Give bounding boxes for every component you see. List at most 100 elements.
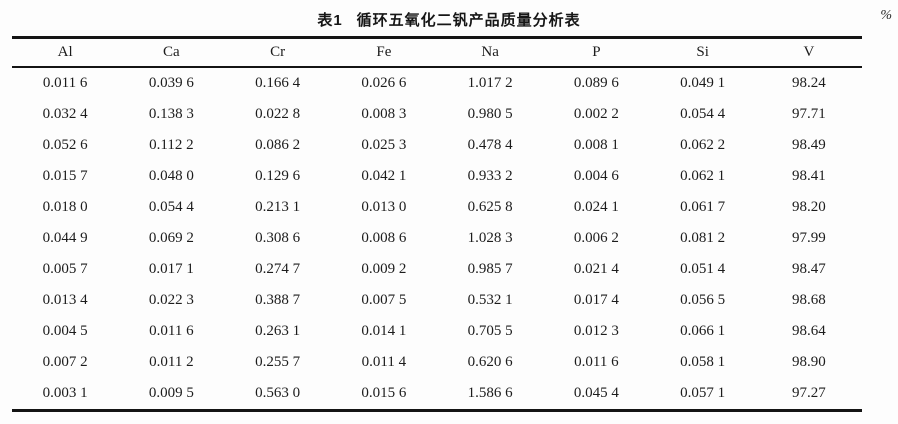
table-cell: 0.003 1	[42, 385, 88, 401]
table-cell: 0.308 6	[255, 230, 301, 246]
table-cell: 0.014 1	[361, 323, 407, 339]
table-cell: 0.985 7	[467, 261, 513, 277]
table-cell: 0.011 6	[42, 75, 88, 91]
table-cell: 0.012 3	[573, 323, 619, 339]
table-cell: 1.017 2	[467, 75, 513, 91]
table-cell: 0.024 1	[573, 199, 619, 215]
table-cell: 0.017 1	[148, 261, 194, 277]
table-row: 0.044 9 0.069 2 0.308 6 0.008 6 1.028 3 0.006…	[12, 223, 862, 254]
table-cell: 0.049 1	[680, 75, 726, 91]
table-cell: 0.054 4	[148, 199, 194, 215]
table-cell: 98.64	[792, 323, 826, 339]
table-cell: 0.532 1	[467, 292, 513, 308]
table-caption: 表1 循环五氧化二钒产品质量分析表	[0, 9, 898, 30]
table-row: 0.007 2 0.011 2 0.255 7 0.011 4 0.620 6 0.011…	[12, 347, 862, 378]
table-cell: 0.620 6	[467, 354, 513, 370]
table-cell: 0.166 4	[255, 75, 301, 91]
table-cell: 0.112 2	[149, 137, 194, 153]
table-cell: 0.563 0	[255, 385, 301, 401]
table-cell: 98.24	[792, 75, 826, 91]
quality-analysis-table: Al Ca Cr Fe Na P Si V 0.011 6 0.039 6 0.166 4 0.02…	[12, 36, 862, 412]
column-header-p: P	[543, 37, 650, 68]
table-cell: 98.41	[792, 168, 826, 184]
table-cell: 0.045 4	[573, 385, 619, 401]
table-cell: 0.044 9	[42, 230, 88, 246]
table-cell: 0.048 0	[148, 168, 194, 184]
table-cell: 0.017 4	[573, 292, 619, 308]
column-header-si: Si	[649, 37, 756, 68]
column-header-al: Al	[12, 37, 119, 68]
table-row: 0.003 1 0.009 5 0.563 0 0.015 6 1.586 6 0.045…	[12, 378, 862, 411]
table-cell: 0.018 0	[42, 199, 88, 215]
column-header-cr: Cr	[224, 37, 331, 68]
table-cell: 0.006 2	[573, 230, 619, 246]
table-cell: 0.011 6	[149, 323, 194, 339]
table-cell: 0.058 1	[680, 354, 726, 370]
table-cell: 98.47	[792, 261, 826, 277]
table-cell: 0.008 6	[361, 230, 407, 246]
table-cell: 0.051 4	[680, 261, 726, 277]
table-cell: 0.009 5	[148, 385, 194, 401]
column-header-ca: Ca	[118, 37, 225, 68]
table-cell: 0.086 2	[255, 137, 301, 153]
table-cell: 0.062 2	[680, 137, 726, 153]
header-row: Al Ca Cr Fe Na P Si V	[12, 37, 862, 68]
table-cell: 97.27	[792, 385, 826, 401]
table-cell: 0.255 7	[255, 354, 301, 370]
table-cell: 0.933 2	[467, 168, 513, 184]
table-cell: 0.062 1	[680, 168, 726, 184]
table-cell: 0.263 1	[255, 323, 301, 339]
table-cell: 0.213 1	[255, 199, 301, 215]
table-cell: 0.009 2	[361, 261, 407, 277]
table-row: 0.052 6 0.112 2 0.086 2 0.025 3 0.478 4 0.008…	[12, 130, 862, 161]
table-cell: 0.478 4	[467, 137, 513, 153]
column-header-v: V	[755, 37, 862, 68]
table-row: 0.032 4 0.138 3 0.022 8 0.008 3 0.980 5 0.002…	[12, 99, 862, 130]
table-row: 0.011 6 0.039 6 0.166 4 0.026 6 1.017 2 0.089…	[12, 67, 862, 99]
table-cell: 0.980 5	[467, 106, 513, 122]
table-cell: 0.013 0	[361, 199, 407, 215]
table-cell: 0.274 7	[255, 261, 301, 277]
table-row: 0.015 7 0.048 0 0.129 6 0.042 1 0.933 2 0.004…	[12, 161, 862, 192]
table-cell: 0.129 6	[255, 168, 301, 184]
table-cell: 0.039 6	[148, 75, 194, 91]
table-cell: 0.061 7	[680, 199, 726, 215]
table-cell: 0.066 1	[680, 323, 726, 339]
table-cell: 0.089 6	[573, 75, 619, 91]
table-cell: 98.68	[792, 292, 826, 308]
table-cell: 0.011 4	[361, 354, 407, 370]
table-cell: 0.625 8	[467, 199, 513, 215]
table-cell: 0.015 7	[42, 168, 88, 184]
table-cell: 0.056 5	[680, 292, 726, 308]
table-row: 0.013 4 0.022 3 0.388 7 0.007 5 0.532 1 0.017…	[12, 285, 862, 316]
table-cell: 0.011 6	[574, 354, 619, 370]
table-cell: 0.022 8	[255, 106, 301, 122]
table-cell: 0.057 1	[680, 385, 726, 401]
table-cell: 0.005 7	[42, 261, 88, 277]
table-title: 循环五氧化二钒产品质量分析表	[356, 12, 581, 29]
table-cell: 1.586 6	[467, 385, 513, 401]
column-header-fe: Fe	[330, 37, 437, 68]
unit-percent-label: %	[880, 8, 892, 23]
table-cell: 98.20	[792, 199, 826, 215]
table-cell: 0.007 5	[361, 292, 407, 308]
table-cell: 0.081 2	[680, 230, 726, 246]
table-cell: 0.021 4	[573, 261, 619, 277]
table-row: 0.004 5 0.011 6 0.263 1 0.014 1 0.705 5 0.012…	[12, 316, 862, 347]
table-cell: 0.388 7	[255, 292, 301, 308]
table-cell: 0.015 6	[361, 385, 407, 401]
table-cell: 0.705 5	[467, 323, 513, 339]
table-cell: 0.008 3	[361, 106, 407, 122]
table-cell: 1.028 3	[467, 230, 513, 246]
table-cell: 0.042 1	[361, 168, 407, 184]
table-cell: 0.069 2	[148, 230, 194, 246]
table-cell: 0.032 4	[42, 106, 88, 122]
table-cell: 0.054 4	[680, 106, 726, 122]
table-cell: 0.025 3	[361, 137, 407, 153]
table-cell: 0.007 2	[42, 354, 88, 370]
table-cell: 0.052 6	[42, 137, 88, 153]
table-cell: 0.138 3	[148, 106, 194, 122]
table-cell: 97.99	[792, 230, 826, 246]
table-cell: 0.026 6	[361, 75, 407, 91]
